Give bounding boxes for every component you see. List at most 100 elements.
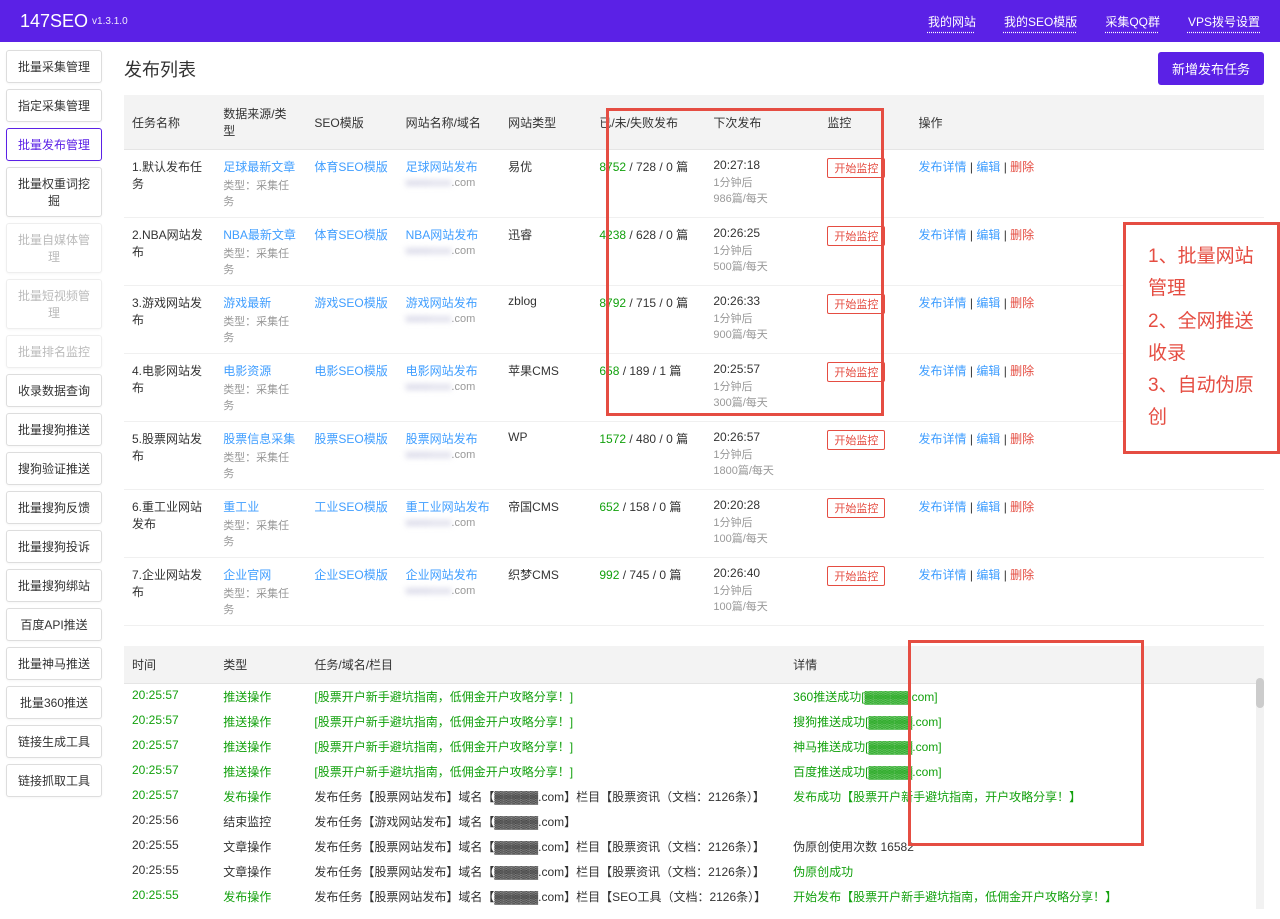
detail-link[interactable]: 发布详情 (919, 500, 967, 514)
template-link[interactable]: 体育SEO模版 (314, 228, 387, 242)
detail-link[interactable]: 发布详情 (919, 296, 967, 310)
top-nav: 我的网站 我的SEO模版 采集QQ群 VPS拨号设置 (928, 13, 1260, 30)
log-row: 20:25:55文章操作发布任务【股票网站发布】域名【▓▓▓▓▓.com】栏目【… (124, 859, 1264, 884)
log-time: 20:25:55 (124, 884, 215, 909)
site-link[interactable]: 足球网站发布 (406, 160, 478, 174)
source-link[interactable]: NBA最新文章 (223, 228, 296, 242)
publish-count: 658 / 189 / 1 篇 (591, 354, 705, 422)
delete-link[interactable]: 删除 (1010, 160, 1034, 174)
sidebar-item-7[interactable]: 收录数据查询 (6, 374, 102, 407)
col-header: 操作 (911, 95, 1264, 150)
source-link[interactable]: 游戏最新 (223, 296, 271, 310)
detail-link[interactable]: 发布详情 (919, 364, 967, 378)
edit-link[interactable]: 编辑 (976, 296, 1000, 310)
source-link[interactable]: 电影资源 (223, 364, 271, 378)
task-name: 3.游戏网站发布 (124, 286, 215, 354)
sidebar-item-9[interactable]: 搜狗验证推送 (6, 452, 102, 485)
sidebar-item-12[interactable]: 批量搜狗绑站 (6, 569, 102, 602)
sidebar-item-1[interactable]: 指定采集管理 (6, 89, 102, 122)
delete-link[interactable]: 删除 (1010, 500, 1034, 514)
site-type: 易优 (500, 150, 591, 218)
log-task: 发布任务【股票网站发布】域名【▓▓▓▓▓.com】栏目【SEO工具（文档：212… (306, 884, 785, 909)
source-link[interactable]: 重工业 (223, 500, 259, 514)
site-link[interactable]: 电影网站发布 (406, 364, 478, 378)
log-scrollbar[interactable] (1256, 678, 1264, 909)
new-task-button[interactable]: 新增发布任务 (1158, 52, 1264, 85)
site-link[interactable]: NBA网站发布 (406, 228, 479, 242)
source-link[interactable]: 足球最新文章 (223, 160, 295, 174)
nav-item-3[interactable]: VPS拨号设置 (1188, 13, 1260, 30)
publish-count: 4238 / 628 / 0 篇 (591, 218, 705, 286)
detail-link[interactable]: 发布详情 (919, 432, 967, 446)
detail-link[interactable]: 发布详情 (919, 568, 967, 582)
edit-link[interactable]: 编辑 (976, 500, 1000, 514)
delete-link[interactable]: 删除 (1010, 568, 1034, 582)
monitor-button[interactable]: 开始监控 (827, 226, 885, 246)
task-name: 6.重工业网站发布 (124, 490, 215, 558)
edit-link[interactable]: 编辑 (976, 432, 1000, 446)
log-row: 20:25:57推送操作[股票开户新手避坑指南，低佣金开户攻略分享！]神马推送成… (124, 734, 1264, 759)
monitor-button[interactable]: 开始监控 (827, 498, 885, 518)
log-row: 20:25:57发布操作发布任务【股票网站发布】域名【▓▓▓▓▓.com】栏目【… (124, 784, 1264, 809)
delete-link[interactable]: 删除 (1010, 296, 1034, 310)
edit-link[interactable]: 编辑 (976, 568, 1000, 582)
detail-link[interactable]: 发布详情 (919, 160, 967, 174)
sidebar-item-0[interactable]: 批量采集管理 (6, 50, 102, 83)
log-task: [股票开户新手避坑指南，低佣金开户攻略分享！] (306, 709, 785, 734)
source-link[interactable]: 企业官网 (223, 568, 271, 582)
sidebar-item-13[interactable]: 百度API推送 (6, 608, 102, 641)
source-link[interactable]: 股票信息采集 (223, 432, 295, 446)
version-label: v1.3.1.0 (92, 16, 128, 27)
site-link[interactable]: 重工业网站发布 (406, 500, 490, 514)
nav-item-1[interactable]: 我的SEO模版 (1004, 13, 1077, 30)
sidebar-item-2[interactable]: 批量发布管理 (6, 128, 102, 161)
main-content: 发布列表 新增发布任务 任务名称数据来源/类型SEO模版网站名称/域名网站类型已… (108, 42, 1280, 919)
delete-link[interactable]: 删除 (1010, 364, 1034, 378)
log-time: 20:25:57 (124, 684, 215, 710)
log-detail: 伪原创使用次数 16582 (785, 834, 1264, 859)
sidebar-item-8[interactable]: 批量搜狗推送 (6, 413, 102, 446)
col-header: 已/未/失败发布 (591, 95, 705, 150)
monitor-button[interactable]: 开始监控 (827, 362, 885, 382)
template-link[interactable]: 股票SEO模版 (314, 432, 387, 446)
nav-item-0[interactable]: 我的网站 (928, 13, 976, 30)
sidebar-item-17[interactable]: 链接抓取工具 (6, 764, 102, 797)
log-row: 20:25:57推送操作[股票开户新手避坑指南，低佣金开户攻略分享！]百度推送成… (124, 759, 1264, 784)
sidebar-item-10[interactable]: 批量搜狗反馈 (6, 491, 102, 524)
sidebar: 批量采集管理指定采集管理批量发布管理批量权重词挖掘批量自媒体管理批量短视频管理批… (0, 42, 108, 919)
edit-link[interactable]: 编辑 (976, 160, 1000, 174)
sidebar-item-15[interactable]: 批量360推送 (6, 686, 102, 719)
log-scroll-thumb[interactable] (1256, 678, 1264, 708)
next-time: 20:26:331分钟后900篇/每天 (705, 286, 819, 354)
site-link[interactable]: 游戏网站发布 (406, 296, 478, 310)
edit-link[interactable]: 编辑 (976, 364, 1000, 378)
next-time: 20:27:181分钟后986篇/每天 (705, 150, 819, 218)
publish-count: 652 / 158 / 0 篇 (591, 490, 705, 558)
template-link[interactable]: 游戏SEO模版 (314, 296, 387, 310)
monitor-button[interactable]: 开始监控 (827, 566, 885, 586)
log-row: 20:25:57推送操作[股票开户新手避坑指南，低佣金开户攻略分享！]搜狗推送成… (124, 709, 1264, 734)
site-link[interactable]: 股票网站发布 (406, 432, 478, 446)
sidebar-item-3[interactable]: 批量权重词挖掘 (6, 167, 102, 217)
sidebar-item-14[interactable]: 批量神马推送 (6, 647, 102, 680)
site-link[interactable]: 企业网站发布 (406, 568, 478, 582)
monitor-button[interactable]: 开始监控 (827, 158, 885, 178)
template-link[interactable]: 电影SEO模版 (314, 364, 387, 378)
log-detail: 搜狗推送成功[▓▓▓▓▓.com] (785, 709, 1264, 734)
delete-link[interactable]: 删除 (1010, 432, 1034, 446)
log-time: 20:25:57 (124, 709, 215, 734)
detail-link[interactable]: 发布详情 (919, 228, 967, 242)
template-link[interactable]: 体育SEO模版 (314, 160, 387, 174)
template-link[interactable]: 企业SEO模版 (314, 568, 387, 582)
template-link[interactable]: 工业SEO模版 (314, 500, 387, 514)
sidebar-item-16[interactable]: 链接生成工具 (6, 725, 102, 758)
sidebar-item-11[interactable]: 批量搜狗投诉 (6, 530, 102, 563)
monitor-button[interactable]: 开始监控 (827, 430, 885, 450)
delete-link[interactable]: 删除 (1010, 228, 1034, 242)
monitor-button[interactable]: 开始监控 (827, 294, 885, 314)
edit-link[interactable]: 编辑 (976, 228, 1000, 242)
source-type: 类型：采集任务 (223, 313, 298, 345)
nav-item-2[interactable]: 采集QQ群 (1105, 13, 1160, 30)
log-type: 发布操作 (215, 784, 306, 809)
site-domain: wwwxxxx.com (406, 449, 493, 461)
